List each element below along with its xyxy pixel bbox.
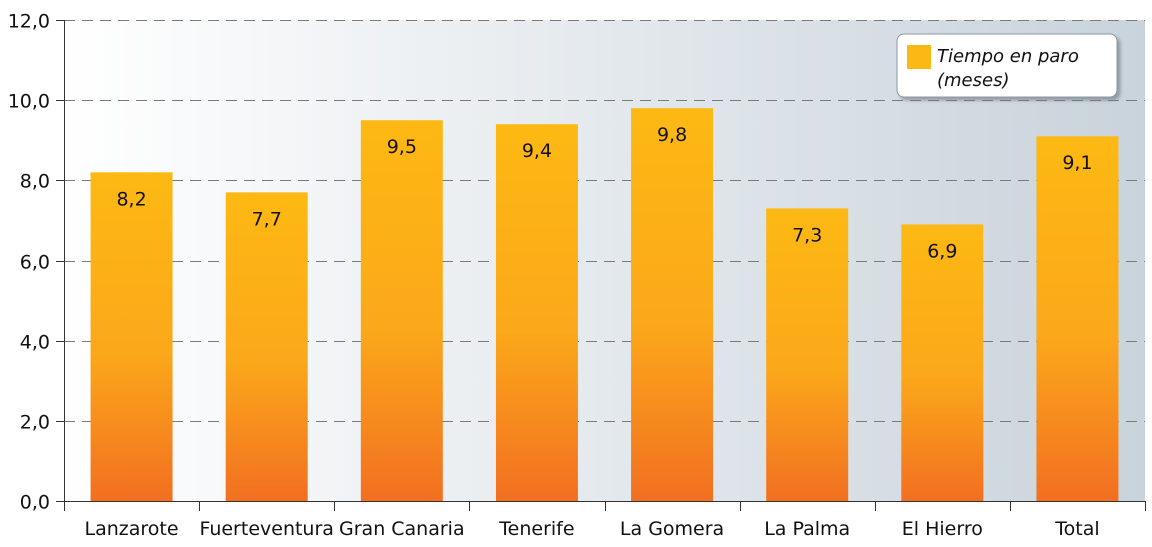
y-tick-label: 12,0 (8, 11, 50, 33)
bar-value-label: 7,7 (252, 208, 282, 230)
legend-label-line-2: (meses) (937, 70, 1009, 91)
legend-label-line-1: Tiempo en paro (937, 46, 1079, 67)
bar-value-label: 7,3 (792, 224, 822, 246)
legend-swatch (907, 45, 931, 69)
x-tick-label: La Palma (764, 518, 850, 540)
bars (90, 108, 1119, 502)
bar-value-label: 9,5 (387, 136, 417, 158)
x-tick-label: La Gomera (620, 518, 724, 540)
bar-value-label: 9,1 (1062, 152, 1092, 174)
bar-value-label: 8,2 (116, 188, 146, 210)
y-tick-label: 2,0 (20, 412, 50, 434)
x-tick-label: Fuerteventura (199, 518, 334, 540)
x-tick-label: El Hierro (902, 518, 983, 540)
bar (1036, 136, 1119, 501)
bar (901, 224, 984, 502)
x-tick-label: Gran Canaria (339, 518, 465, 540)
y-tick-label: 8,0 (20, 171, 50, 193)
bar (90, 172, 173, 502)
y-tick-label: 6,0 (20, 252, 50, 274)
x-tick-label: Tenerife (498, 518, 574, 540)
bar-value-label: 9,4 (522, 140, 552, 162)
bar-value-label: 9,8 (657, 124, 687, 146)
x-tick-labels: Lanzarote Fuerteventura Gran Canaria Teneri… (85, 518, 1100, 540)
y-tick-label: 0,0 (20, 492, 50, 514)
x-tick-label: Total (1054, 518, 1099, 540)
bar-value-label: 6,9 (927, 240, 957, 262)
legend-box (896, 33, 1118, 98)
y-tick-labels: 0,0 2,0 4,0 6,0 8,0 10,0 12,0 (8, 11, 50, 514)
y-tick-label: 10,0 (8, 91, 50, 113)
legend: Tiempo en paro (meses) (896, 33, 1118, 98)
bar (631, 108, 714, 501)
x-tick-label: Lanzarote (85, 518, 179, 540)
y-tick-label: 4,0 (20, 332, 50, 354)
value-labels: 8,2 7,7 9,5 9,4 9,8 7,3 6,9 9,1 (116, 124, 1092, 262)
bar (495, 124, 578, 501)
axes (56, 20, 1146, 511)
bar (766, 208, 849, 501)
bar (225, 192, 308, 501)
bar (360, 120, 443, 501)
